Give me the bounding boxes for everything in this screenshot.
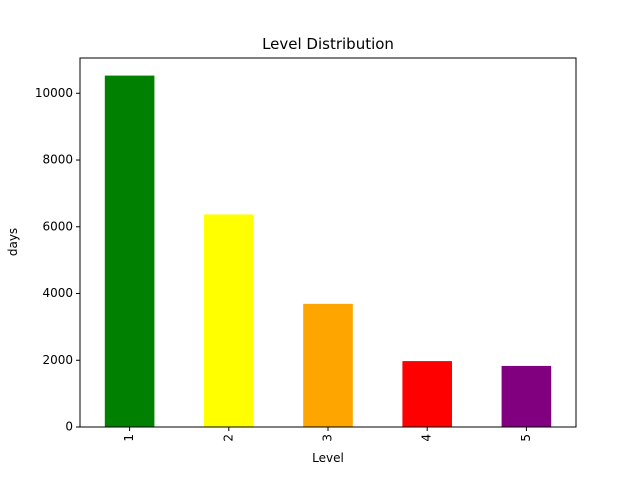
chart-title: Level Distribution [262,35,394,53]
y-tick-label: 0 [65,420,73,434]
x-tick-label: 1 [122,434,136,442]
bar-level-5 [501,365,552,427]
y-tick-label: 4000 [42,286,73,300]
bar-level-2 [204,214,254,427]
x-tick-label: 3 [321,434,335,442]
y-tick-label: 8000 [42,153,73,167]
y-tick-label: 6000 [42,219,73,233]
bar-level-1 [104,75,155,427]
x-axis-label: Level [312,451,344,465]
plot-frame [79,57,577,428]
bar-level-4 [402,361,452,427]
y-tick-label: 2000 [42,353,73,367]
x-tick-label: 4 [420,434,434,442]
x-tick-label: 2 [221,434,235,442]
y-tick-label: 10000 [35,86,73,100]
y-axis-label: days [6,228,20,256]
x-tick-label: 5 [519,434,533,442]
axis-ticks: 1 2 3 4 5 0 2000 4000 6000 8000 10000 [35,86,533,442]
bars [104,75,552,427]
bar-level-3 [303,303,353,427]
